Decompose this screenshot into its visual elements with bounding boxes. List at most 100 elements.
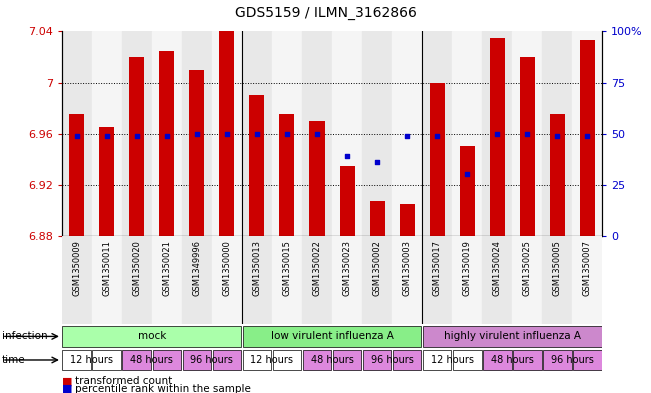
Bar	[279, 114, 294, 236]
Text: highly virulent influenza A: highly virulent influenza A	[443, 331, 581, 342]
Text: 48 hours: 48 hours	[491, 355, 534, 365]
Bar	[392, 236, 422, 324]
Text: GSM1350025: GSM1350025	[523, 240, 532, 296]
FancyBboxPatch shape	[303, 350, 331, 370]
Bar	[212, 31, 242, 236]
Text: low virulent influenza A: low virulent influenza A	[271, 331, 393, 342]
Bar	[309, 121, 324, 236]
Bar	[542, 236, 572, 324]
Text: time: time	[2, 355, 25, 365]
Text: GSM1350015: GSM1350015	[283, 240, 292, 296]
Bar	[370, 201, 385, 236]
Bar	[152, 31, 182, 236]
FancyBboxPatch shape	[92, 350, 121, 370]
FancyBboxPatch shape	[273, 350, 301, 370]
Text: 96 hours: 96 hours	[370, 355, 413, 365]
Text: GSM1350021: GSM1350021	[162, 240, 171, 296]
FancyBboxPatch shape	[333, 350, 361, 370]
Bar	[482, 31, 512, 236]
Bar	[362, 31, 392, 236]
Text: GSM1350019: GSM1350019	[463, 240, 471, 296]
Text: GSM1350009: GSM1350009	[72, 240, 81, 296]
FancyBboxPatch shape	[122, 350, 151, 370]
Bar	[92, 31, 122, 236]
Text: 12 hours: 12 hours	[430, 355, 473, 365]
FancyBboxPatch shape	[212, 350, 242, 370]
Bar	[549, 114, 564, 236]
Bar	[482, 236, 512, 324]
Point	[492, 130, 503, 137]
Bar	[249, 95, 264, 236]
FancyBboxPatch shape	[543, 350, 572, 370]
Text: 12 hours: 12 hours	[70, 355, 113, 365]
Bar	[122, 31, 152, 236]
Point	[282, 130, 292, 137]
Bar	[362, 236, 392, 324]
Point	[342, 153, 352, 159]
Text: 48 hours: 48 hours	[130, 355, 173, 365]
Text: GSM1350000: GSM1350000	[223, 240, 232, 296]
Text: 12 hours: 12 hours	[251, 355, 294, 365]
Bar	[572, 31, 602, 236]
FancyBboxPatch shape	[482, 350, 512, 370]
Bar	[242, 236, 272, 324]
FancyBboxPatch shape	[152, 350, 182, 370]
Bar	[219, 31, 234, 236]
FancyBboxPatch shape	[452, 350, 482, 370]
Text: 96 hours: 96 hours	[551, 355, 594, 365]
Bar	[542, 31, 572, 236]
Bar	[152, 236, 182, 324]
FancyBboxPatch shape	[513, 350, 542, 370]
Bar	[332, 236, 362, 324]
Bar	[430, 83, 445, 236]
Bar	[422, 31, 452, 236]
Text: ■: ■	[62, 384, 72, 393]
Bar	[70, 114, 85, 236]
Bar	[182, 31, 212, 236]
FancyBboxPatch shape	[422, 350, 452, 370]
Text: transformed count: transformed count	[75, 376, 172, 386]
FancyBboxPatch shape	[182, 350, 212, 370]
Bar	[422, 236, 452, 324]
Point	[372, 159, 382, 165]
Bar	[332, 31, 362, 236]
Bar	[189, 70, 204, 236]
Bar	[212, 236, 242, 324]
Bar	[272, 31, 302, 236]
Text: ■: ■	[62, 376, 72, 386]
Point	[222, 130, 232, 137]
Text: 48 hours: 48 hours	[311, 355, 353, 365]
Bar	[100, 127, 115, 236]
Point	[432, 132, 442, 139]
Text: GSM1350020: GSM1350020	[132, 240, 141, 296]
Text: GSM1349996: GSM1349996	[193, 240, 201, 296]
FancyBboxPatch shape	[243, 350, 271, 370]
Point	[161, 132, 172, 139]
Bar	[92, 236, 122, 324]
Text: GDS5159 / ILMN_3162866: GDS5159 / ILMN_3162866	[234, 6, 417, 20]
Point	[582, 132, 592, 139]
FancyBboxPatch shape	[573, 350, 602, 370]
Text: GSM1350011: GSM1350011	[102, 240, 111, 296]
Point	[132, 132, 142, 139]
Point	[72, 132, 82, 139]
Point	[552, 132, 562, 139]
Bar	[182, 236, 212, 324]
Point	[102, 132, 112, 139]
Bar	[400, 204, 415, 236]
Bar	[62, 236, 92, 324]
Bar	[302, 31, 332, 236]
Bar	[490, 38, 505, 236]
Text: GSM1350002: GSM1350002	[372, 240, 381, 296]
Text: GSM1350005: GSM1350005	[553, 240, 562, 296]
Text: 96 hours: 96 hours	[191, 355, 233, 365]
FancyBboxPatch shape	[393, 350, 421, 370]
Bar	[159, 51, 174, 236]
Text: GSM1350007: GSM1350007	[583, 240, 592, 296]
Text: mock: mock	[138, 331, 166, 342]
Bar	[519, 57, 534, 236]
FancyBboxPatch shape	[62, 326, 242, 347]
Bar	[452, 236, 482, 324]
Bar	[302, 236, 332, 324]
Point	[252, 130, 262, 137]
